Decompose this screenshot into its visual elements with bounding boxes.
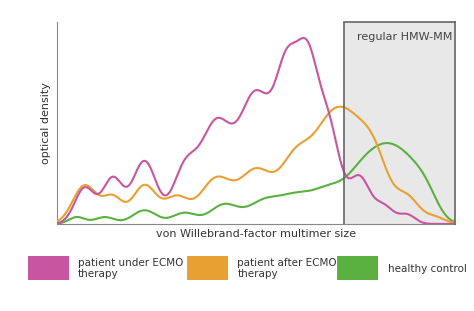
X-axis label: von Willebrand-factor multimer size: von Willebrand-factor multimer size: [156, 230, 356, 239]
Text: patient after ECMO
therapy: patient after ECMO therapy: [237, 258, 337, 279]
Text: healthy control: healthy control: [388, 264, 466, 274]
Bar: [344, 22, 455, 224]
FancyBboxPatch shape: [337, 256, 378, 280]
Text: regular HMW-MM: regular HMW-MM: [357, 32, 453, 42]
Y-axis label: optical density: optical density: [41, 82, 51, 164]
FancyBboxPatch shape: [187, 256, 228, 280]
FancyBboxPatch shape: [28, 256, 69, 280]
Text: patient under ECMO
therapy: patient under ECMO therapy: [78, 258, 183, 279]
